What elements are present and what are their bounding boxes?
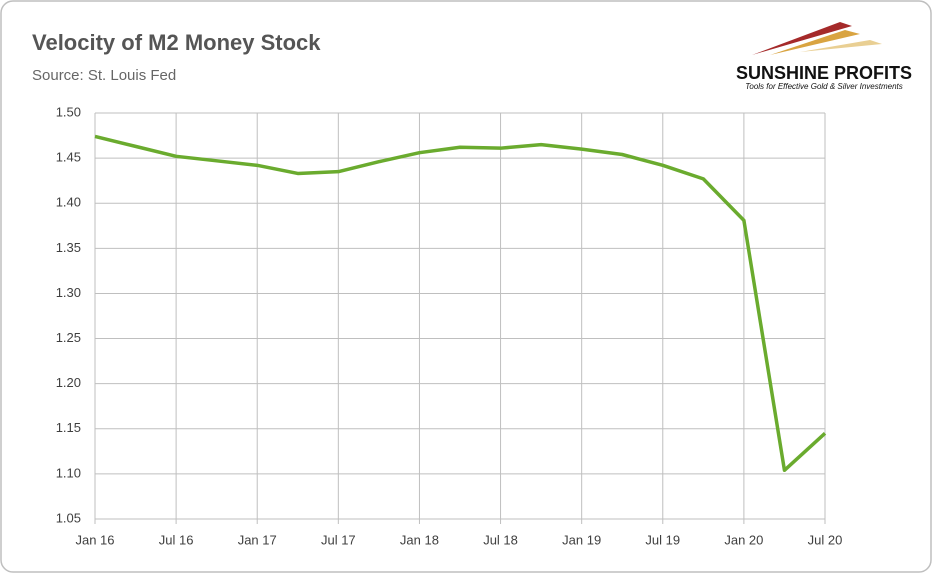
plot-area (95, 113, 825, 519)
y-tick-label: 1.50 (56, 104, 81, 119)
x-tick-label: Jul 16 (159, 532, 194, 547)
y-tick-label: 1.40 (56, 195, 81, 210)
y-tick-label: 1.20 (56, 375, 81, 390)
x-tick-label: Jan 20 (724, 532, 763, 547)
y-tick-label: 1.05 (56, 510, 81, 525)
x-tick-label: Jul 18 (483, 532, 518, 547)
logo-swoosh (752, 22, 852, 55)
line-series (94, 134, 827, 473)
y-tick-label: 1.35 (56, 240, 81, 255)
x-tick-label: Jan 16 (75, 532, 114, 547)
y-tick-label: 1.25 (56, 330, 81, 345)
x-tick-label: Jan 19 (562, 532, 601, 547)
logo-swoosh (770, 30, 860, 55)
y-tick-label: 1.15 (56, 420, 81, 435)
logo-swoosh (800, 40, 882, 52)
y-tick-label: 1.10 (56, 465, 81, 480)
y-tick-label: 1.30 (56, 285, 81, 300)
x-tick-label: Jul 20 (808, 532, 843, 547)
x-tick-label: Jan 17 (238, 532, 277, 547)
chart-title: Velocity of M2 Money Stock (32, 30, 321, 55)
y-tick-label: 1.45 (56, 150, 81, 165)
chart-subtitle: Source: St. Louis Fed (32, 67, 176, 84)
logo-name: SUNSHINE PROFITS (736, 63, 912, 83)
x-tick-label: Jul 17 (321, 532, 356, 547)
x-tick-label: Jul 19 (645, 532, 680, 547)
logo: SUNSHINE PROFITS Tools for Effective Gol… (736, 22, 912, 91)
logo-tagline: Tools for Effective Gold & Silver Invest… (745, 82, 903, 91)
x-tick-label: Jan 18 (400, 532, 439, 547)
